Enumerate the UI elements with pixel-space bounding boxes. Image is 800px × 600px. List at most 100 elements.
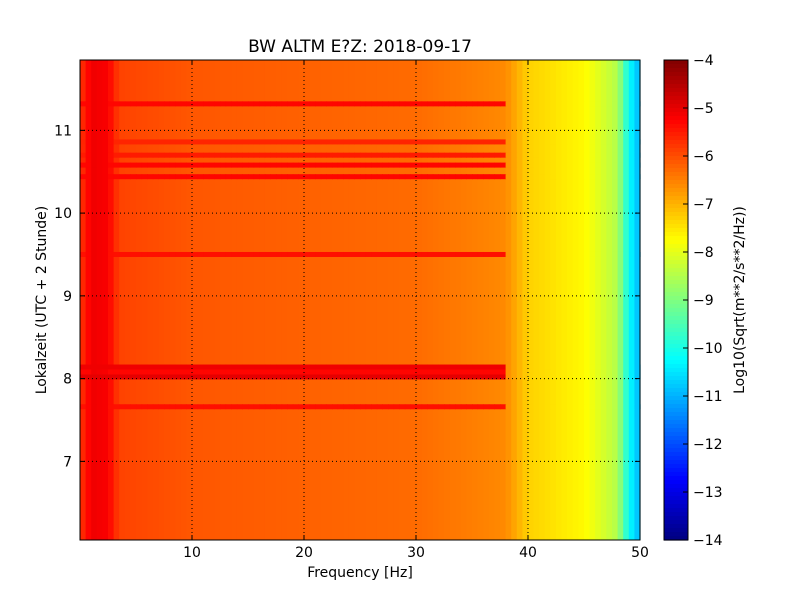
spectrogram-band-cell [332,152,339,158]
spectrogram-band-cell [220,374,227,380]
spectrogram-band-cell [259,174,266,180]
spectrogram-band-cell [354,374,361,380]
spectrogram-band-cell [550,251,557,257]
colorbar-segment [664,524,688,529]
spectrogram-band-cell [500,101,507,107]
spectrogram-band-cell [197,139,204,145]
spectrogram-band-cell [96,162,103,168]
spectrogram-band-cell [528,101,535,107]
spectrogram-band-cell [572,251,579,257]
spectrogram-band-cell [298,174,305,180]
colorbar-segment [664,356,688,361]
spectrogram-band-cell [80,139,87,145]
colorbar-segment [664,340,688,345]
spectrogram-band-cell [253,174,260,180]
spectrogram-band-cell [80,374,87,380]
spectrogram-band-cell [236,251,243,257]
spectrogram-band-cell [556,364,563,370]
spectrogram-band-cell [208,162,215,168]
spectrogram-band-cell [393,364,400,370]
spectrogram-band-cell [388,251,395,257]
spectrogram-band-cell [584,404,591,410]
spectrogram-band-cell [371,364,378,370]
spectrogram-column [203,60,210,540]
spectrogram-band-cell [214,139,221,145]
spectrogram-band-cell [522,101,529,107]
spectrogram-band-cell [360,174,367,180]
colorbar-segment [664,112,688,117]
spectrogram-band-cell [617,404,624,410]
spectrogram-band-cell [264,404,271,410]
spectrogram-column [472,60,479,540]
spectrogram-band-cell [533,369,540,375]
spectrogram-band-cell [169,139,176,145]
spectrogram-column [85,60,92,540]
spectrogram-band-cell [287,101,294,107]
spectrogram-band-cell [152,364,159,370]
spectrogram-band-cell [186,152,193,158]
spectrogram-band-cell [343,174,350,180]
spectrogram-column [102,60,109,540]
colorbar-segment [664,224,688,229]
spectrogram-band-cell [315,139,322,145]
spectrogram-band-cell [606,364,613,370]
spectrogram-band-cell [276,374,283,380]
spectrogram-band-cell [276,404,283,410]
spectrogram-band-cell [276,152,283,158]
spectrogram-band-cell [102,139,109,145]
spectrogram-band-cell [80,369,87,375]
spectrogram-band-cell [326,174,333,180]
spectrogram-band-cell [298,369,305,375]
spectrogram-band-cell [158,374,165,380]
spectrogram-band-cell [85,251,92,257]
spectrogram-band-cell [628,139,635,145]
spectrogram-band-cell [281,251,288,257]
spectrogram-band-cell [337,364,344,370]
spectrogram-band-cell [242,251,249,257]
spectrogram-band-cell [102,364,109,370]
spectrogram-band-cell [248,174,255,180]
spectrogram-band-cell [343,101,350,107]
spectrogram-band-cell [315,174,322,180]
spectrogram-band-cell [410,152,417,158]
spectrogram-band-cell [152,174,159,180]
spectrogram-column [169,60,176,540]
spectrogram-band-cell [208,101,215,107]
spectrogram-band-cell [500,139,507,145]
colorbar-segment [664,368,688,373]
spectrogram-band-cell [203,364,210,370]
spectrogram-band-cell [287,152,294,158]
spectrogram-band-cell [136,152,143,158]
colorbar-segment [664,328,688,333]
spectrogram-band-cell [281,152,288,158]
spectrogram-band-cell [292,174,299,180]
spectrogram-band-cell [348,251,355,257]
spectrogram-band-cell [404,364,411,370]
colorbar-segment [664,72,688,77]
spectrogram-band-cell [108,162,115,168]
colorbar-segment [664,252,688,257]
spectrogram-band-cell [141,162,148,168]
spectrogram-band-cell [455,152,462,158]
spectrogram-column [505,60,512,540]
spectrogram-band-cell [544,404,551,410]
spectrogram-band-cell [427,369,434,375]
spectrogram-band-cell [80,404,87,410]
spectrogram-band-cell [516,101,523,107]
spectrogram-band-cell [371,101,378,107]
spectrogram-band-cell [438,374,445,380]
colorbar-segment [664,248,688,253]
spectrogram-band-cell [80,162,87,168]
spectrogram-band-cell [152,369,159,375]
spectrogram-band-cell [550,369,557,375]
spectrogram-band-cell [169,152,176,158]
spectrogram-column [242,60,249,540]
spectrogram-band-cell [141,251,148,257]
spectrogram-band-cell [449,374,456,380]
spectrogram-column [494,60,501,540]
spectrogram-band-cell [528,374,535,380]
spectrogram-band-cell [567,174,574,180]
spectrogram-column [528,60,535,540]
spectrogram-band-cell [320,404,327,410]
colorbar-segment [664,332,688,337]
